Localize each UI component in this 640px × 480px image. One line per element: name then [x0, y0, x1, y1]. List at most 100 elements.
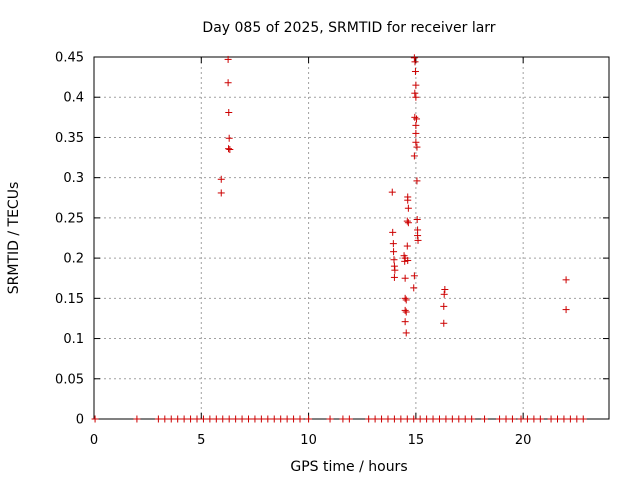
data-point [217, 189, 225, 197]
data-point [180, 415, 188, 423]
data-point [412, 81, 420, 89]
y-tick-label: 0.3 [63, 171, 84, 186]
data-point [402, 296, 410, 304]
data-point [410, 415, 418, 423]
data-point [390, 256, 398, 264]
data-point [468, 415, 476, 423]
data-point [413, 115, 421, 123]
data-point [339, 415, 347, 423]
data-point [517, 415, 525, 423]
data-point [402, 308, 410, 316]
data-point [388, 188, 396, 196]
y-tick-label: 0.4 [63, 91, 84, 106]
data-point [257, 415, 265, 423]
data-point [390, 415, 398, 423]
data-point [270, 415, 278, 423]
y-tick-label: 0 [76, 413, 84, 428]
data-point [412, 138, 420, 146]
data-point [413, 177, 421, 185]
data-point [371, 415, 379, 423]
data-point [290, 415, 298, 423]
data-point [389, 240, 397, 248]
data-point [154, 415, 162, 423]
data-point [423, 415, 431, 423]
data-point [412, 93, 420, 101]
data-point [401, 274, 409, 282]
x-axis-label: GPS time / hours [290, 459, 407, 475]
x-tick-label: 10 [300, 433, 317, 448]
data-point [174, 415, 182, 423]
data-point [212, 415, 220, 423]
data-point [206, 415, 214, 423]
data-point [403, 415, 411, 423]
data-point [416, 415, 424, 423]
data-point [403, 217, 411, 225]
data-point [562, 306, 570, 314]
data-point [530, 415, 538, 423]
data-point [442, 415, 450, 423]
data-point [404, 257, 412, 265]
x-tick-label: 5 [197, 433, 205, 448]
data-point [225, 415, 233, 423]
data-point [277, 415, 285, 423]
data-point [414, 236, 422, 244]
data-point [411, 113, 419, 121]
y-tick-label: 0.25 [55, 211, 84, 226]
data-point [345, 415, 353, 423]
data-point [326, 415, 334, 423]
data-point [461, 415, 469, 423]
data-point [232, 415, 240, 423]
data-point [508, 415, 516, 423]
data-point [413, 143, 421, 151]
data-point [412, 121, 420, 129]
data-point [305, 415, 313, 423]
x-tick-label: 20 [515, 433, 532, 448]
data-point [455, 415, 463, 423]
data-point [440, 302, 448, 310]
data-point [562, 276, 570, 284]
data-point [435, 415, 443, 423]
data-point [411, 58, 419, 66]
data-point [193, 415, 201, 423]
data-point [133, 415, 141, 423]
data-point [481, 415, 489, 423]
data-point [560, 415, 568, 423]
data-point [523, 415, 531, 423]
data-point [251, 415, 259, 423]
data-point [440, 290, 448, 298]
y-axis-label: SRMTID / TECUs [6, 182, 22, 295]
data-point [384, 415, 392, 423]
y-tick-label: 0.15 [55, 292, 84, 307]
data-point [391, 266, 399, 274]
data-point [404, 196, 412, 204]
data-point [573, 415, 581, 423]
data-point [403, 242, 411, 250]
data-point [238, 415, 246, 423]
data-point [225, 145, 233, 153]
data-point [440, 319, 448, 327]
data-point [296, 415, 304, 423]
data-point [397, 415, 405, 423]
data-point [412, 129, 420, 137]
data-point [401, 257, 409, 265]
data-point [217, 175, 225, 183]
x-tick-label: 0 [90, 433, 98, 448]
axis-ticks: 0 0.05 0.1 0.15 0.2 0.25 0.3 0.35 0.4 0.45 0 5 10 15 2… [55, 51, 609, 448]
data-point [187, 415, 195, 423]
data-point [219, 415, 227, 423]
data-point [566, 415, 574, 423]
x-tick-label: 15 [408, 433, 425, 448]
y-tick-label: 0.1 [63, 332, 84, 347]
data-point [554, 415, 561, 423]
plot-frame [93, 56, 610, 420]
chart-title: Day 085 of 2025, SRMTID for receiver lar… [202, 20, 495, 36]
data-point [365, 415, 373, 423]
data-point [91, 415, 99, 423]
data-point [441, 285, 449, 293]
data-point [411, 67, 419, 75]
data-point [410, 54, 418, 62]
data-point [378, 415, 386, 423]
y-tick-label: 0.35 [55, 131, 84, 146]
y-tick-label: 0.45 [55, 51, 84, 66]
